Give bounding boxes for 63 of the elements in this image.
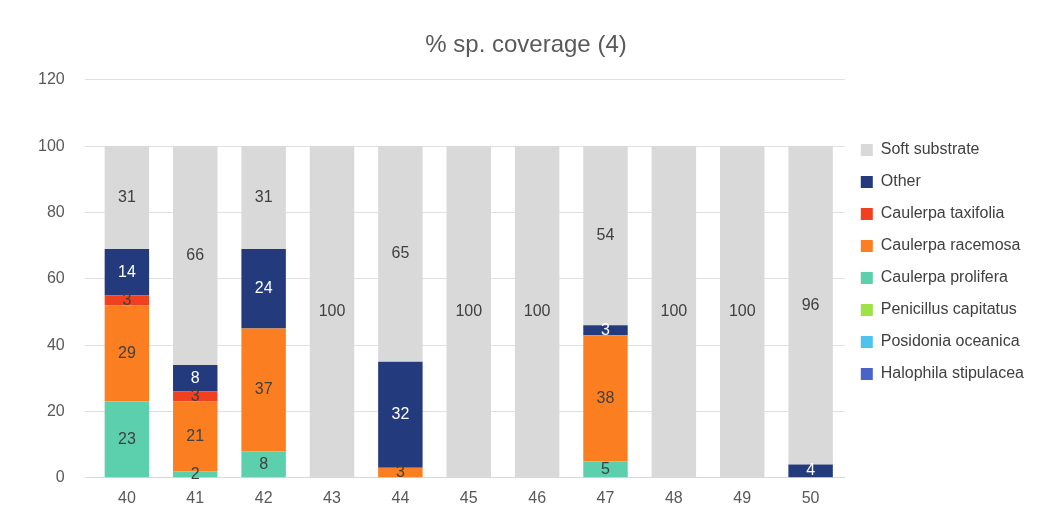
y-tick-label: 40: [46, 335, 65, 353]
legend-label: Caulerpa prolifera: [880, 268, 1009, 286]
data-label: 8: [190, 368, 200, 386]
y-tick-label: 100: [37, 136, 65, 154]
data-label: 37: [254, 380, 273, 398]
data-label: 31: [117, 187, 136, 205]
y-tick-label: 60: [46, 269, 65, 287]
legend-label: Posidonia oceanica: [880, 332, 1020, 350]
data-label: 4: [806, 461, 816, 479]
y-tick-label: 0: [55, 468, 65, 486]
x-tick-label: 50: [801, 488, 820, 506]
data-label: 3: [190, 386, 200, 404]
x-tick-label: 40: [117, 488, 136, 506]
data-label: 14: [117, 262, 136, 280]
data-label: 96: [801, 295, 820, 313]
bar: [104, 401, 150, 478]
data-label: 21: [186, 426, 205, 444]
data-label: 8: [259, 454, 269, 472]
data-label: 100: [455, 302, 483, 320]
data-label: 5: [601, 459, 611, 477]
y-tick-label: 20: [46, 401, 65, 419]
x-tick-label: 41: [186, 488, 205, 506]
data-label: 31: [254, 187, 273, 205]
y-tick-label: 120: [37, 70, 65, 88]
x-tick-label: 49: [733, 488, 752, 506]
data-label: 100: [318, 302, 346, 320]
x-tick-label: 47: [596, 488, 615, 506]
data-label: 32: [391, 405, 410, 423]
bar: [173, 391, 218, 402]
data-label: 3: [395, 462, 405, 480]
x-tick-label: 44: [391, 488, 410, 506]
bar: [104, 305, 150, 402]
data-label: 54: [596, 226, 615, 244]
data-label: 23: [117, 429, 136, 447]
bar: [583, 335, 628, 462]
data-label: 100: [523, 302, 551, 320]
data-label: 3: [601, 320, 611, 338]
bar: [583, 461, 628, 478]
bar: [241, 248, 286, 329]
x-tick-label: 48: [664, 488, 683, 506]
x-tick-label: 46: [528, 488, 547, 506]
legend-label: Soft substrate: [880, 140, 980, 158]
x-tick-label: 42: [254, 488, 273, 506]
data-label: 3: [122, 290, 132, 308]
chart-title: % sp. coverage (4): [425, 30, 627, 58]
data-label: 38: [596, 388, 615, 406]
data-label: 29: [117, 343, 136, 361]
data-label: 66: [186, 245, 205, 263]
y-tick-label: 80: [46, 202, 65, 220]
bar: [241, 451, 286, 478]
bar: [241, 328, 286, 452]
data-label: 24: [254, 279, 273, 297]
x-tick-label: 45: [459, 488, 478, 506]
legend-label: Other: [880, 172, 922, 190]
legend-label: Caulerpa racemosa: [880, 236, 1021, 254]
data-label: 100: [728, 302, 756, 320]
bar: [583, 325, 628, 336]
data-label: 100: [660, 302, 688, 320]
legend-label: Caulerpa taxifolia: [880, 204, 1005, 222]
data-label: 65: [391, 244, 410, 262]
x-tick-label: 43: [323, 488, 341, 506]
legend-label: Halophila stipulacea: [880, 364, 1025, 382]
legend-label: Penicillus capitatus: [880, 300, 1017, 318]
